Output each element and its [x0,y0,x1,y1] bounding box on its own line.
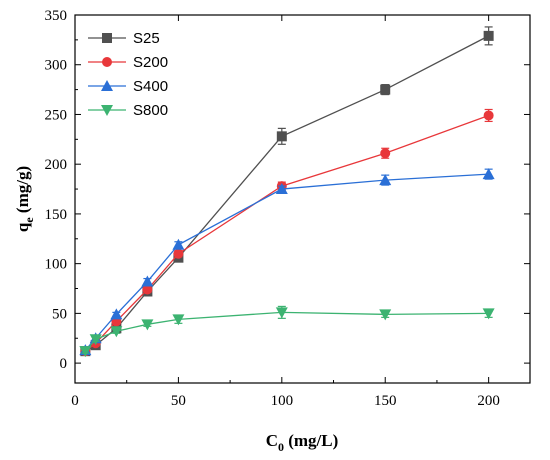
y-axis: 0 50 100 150 200 250 300 350 [45,8,530,372]
data-point-s800 [110,326,123,338]
legend-label-s400: S400 [133,78,168,95]
data-point-s200 [380,148,391,159]
data-point-s800 [482,308,495,320]
y-tick-label: 200 [45,157,68,173]
legend-item-s800: S800 [88,102,168,119]
x-axis: 0 50 100 150 200 [71,15,500,409]
data-point-s400 [110,308,123,320]
legend-marker-s400 [101,80,113,91]
legend-item-s200: S200 [88,54,168,71]
legend-marker-s25 [102,33,112,43]
data-point-s400 [141,275,154,287]
y-tick-label: 300 [45,58,68,74]
legend-label-s200: S200 [133,54,168,71]
legend-label-s25: S25 [133,30,160,47]
y-axis-title: qe (mg/g) [13,166,36,232]
data-point-s200 [483,110,494,121]
data-point-s25 [483,30,494,41]
y-tick-label: 350 [45,8,68,24]
series-s800 [79,305,495,358]
y-tick-label: 250 [45,107,68,123]
data-point-s400 [275,183,288,195]
series-s200 [80,108,494,357]
series-s25 [80,26,494,357]
legend-item-s400: S400 [88,78,168,95]
x-tick-label: 150 [374,393,397,409]
legend: S25 S200 S400 S800 [88,30,168,119]
x-tick-label: 100 [271,393,294,409]
data-point-s400 [482,168,495,180]
data-point-s400 [379,174,392,186]
plot-frame [74,14,531,384]
data-point-s800 [141,319,154,331]
y-tick-label: 150 [45,207,68,223]
legend-label-s800: S800 [133,102,168,119]
y-tick-label: 50 [52,306,67,322]
data-point-s800 [79,346,92,358]
data-point-s25 [380,84,391,95]
x-tick-label: 50 [171,393,186,409]
series-line-s200 [84,114,489,352]
x-tick-label: 200 [477,393,500,409]
legend-marker-s200 [102,57,112,67]
y-tick-label: 100 [45,257,68,273]
data-point-s25 [276,131,287,142]
y-tick-label: 0 [60,356,68,372]
series-layer [79,26,495,358]
x-axis-title: C0 (mg/L) [266,431,339,454]
x-tick-label: 0 [71,393,79,409]
data-point-s800 [89,334,102,346]
legend-marker-s800 [101,105,113,116]
series-s400 [79,168,495,356]
data-point-s800 [275,307,288,319]
data-point-s800 [172,314,185,326]
data-point-s400 [172,238,185,250]
data-point-s800 [379,309,392,321]
data-point-s200 [142,284,153,295]
data-point-s200 [173,248,184,259]
series-line-s800 [84,311,489,352]
legend-item-s25: S25 [88,30,160,47]
